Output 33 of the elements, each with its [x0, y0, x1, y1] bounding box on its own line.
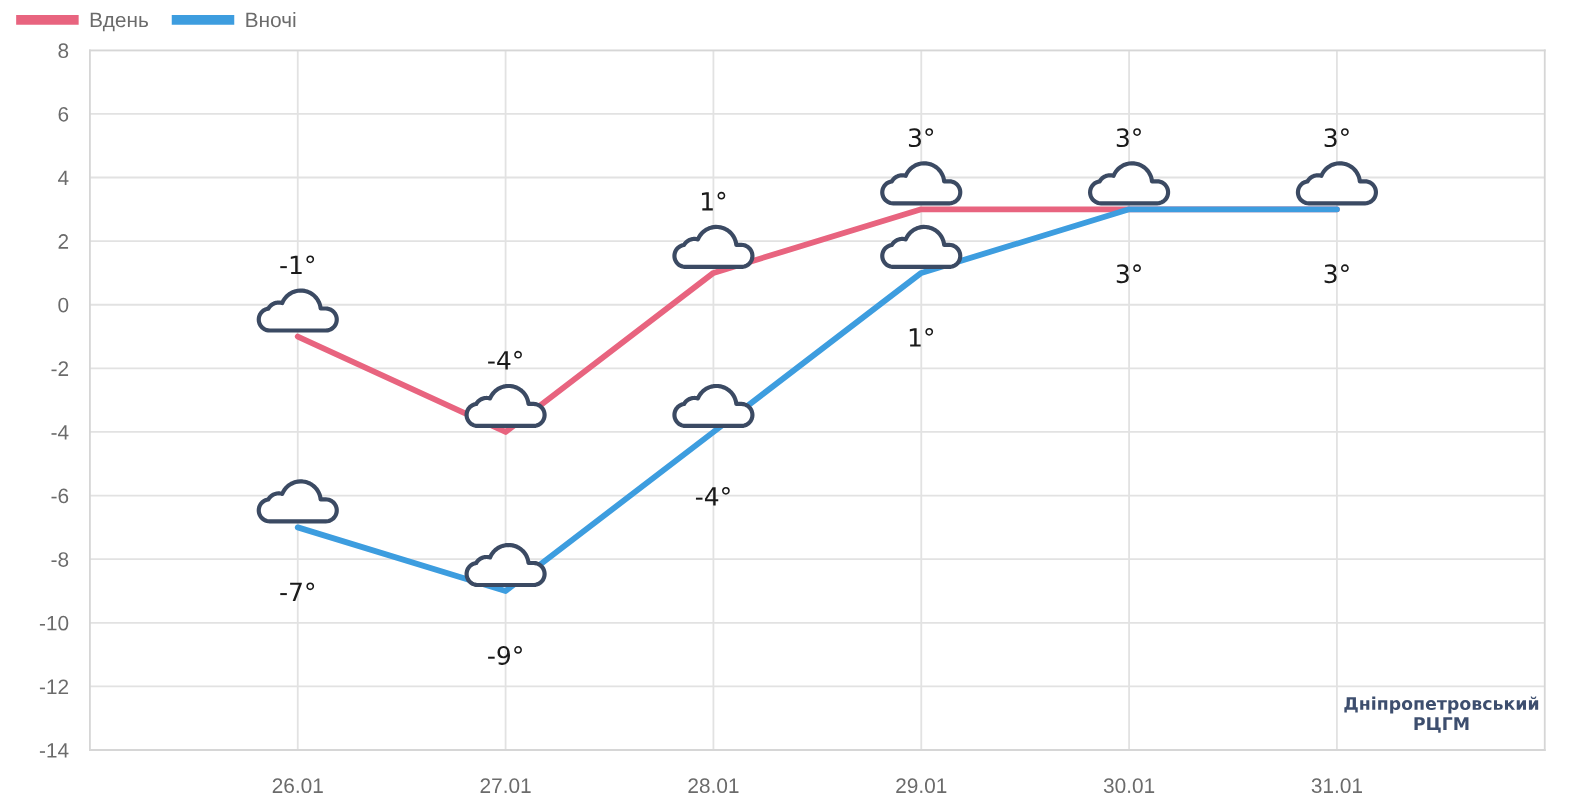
- data-label: -9°: [488, 645, 522, 665]
- y-tick-label: -2: [51, 361, 69, 376]
- data-label: 3°: [908, 128, 934, 148]
- y-tick-label: 2: [58, 234, 69, 249]
- x-tick-label: 31.01: [1311, 778, 1362, 794]
- y-tick-label: 6: [58, 106, 69, 122]
- x-tick-label: 29.01: [896, 778, 947, 794]
- data-label: -1°: [280, 255, 315, 274]
- y-tick-label: 8: [58, 43, 69, 59]
- y-tick-label: 4: [57, 170, 69, 186]
- x-tick-label: 30.01: [1103, 778, 1155, 794]
- legend-label: Вночі: [246, 12, 296, 28]
- data-label: 1°: [909, 327, 934, 347]
- data-label: 3°: [1324, 128, 1349, 148]
- y-tick-label: -14: [39, 743, 69, 758]
- y-tick-label: 0: [58, 297, 69, 313]
- y-tick-label: -4: [51, 425, 69, 440]
- annotation: Дніпропетровський РЦГМ: [1344, 696, 1539, 733]
- data-label: 1°: [701, 191, 726, 211]
- y-tick-label: -10: [39, 615, 69, 631]
- data-label: -7°: [280, 582, 315, 601]
- x-tick-label: 28.01: [688, 778, 739, 794]
- y-tick-label: -8: [51, 552, 69, 567]
- data-label: 3°: [1116, 264, 1141, 284]
- y-tick-label: -12: [39, 679, 69, 694]
- x-tick-label: 27.01: [480, 778, 531, 794]
- x-tick-label: 26.01: [272, 778, 323, 794]
- data-label: 3°: [1116, 128, 1141, 148]
- legend-label: Вдень: [90, 12, 148, 32]
- y-tick-label: -6: [51, 488, 69, 504]
- data-label: 3°: [1324, 264, 1349, 284]
- data-label: -4°: [488, 350, 522, 370]
- data-label: -4°: [695, 486, 730, 506]
